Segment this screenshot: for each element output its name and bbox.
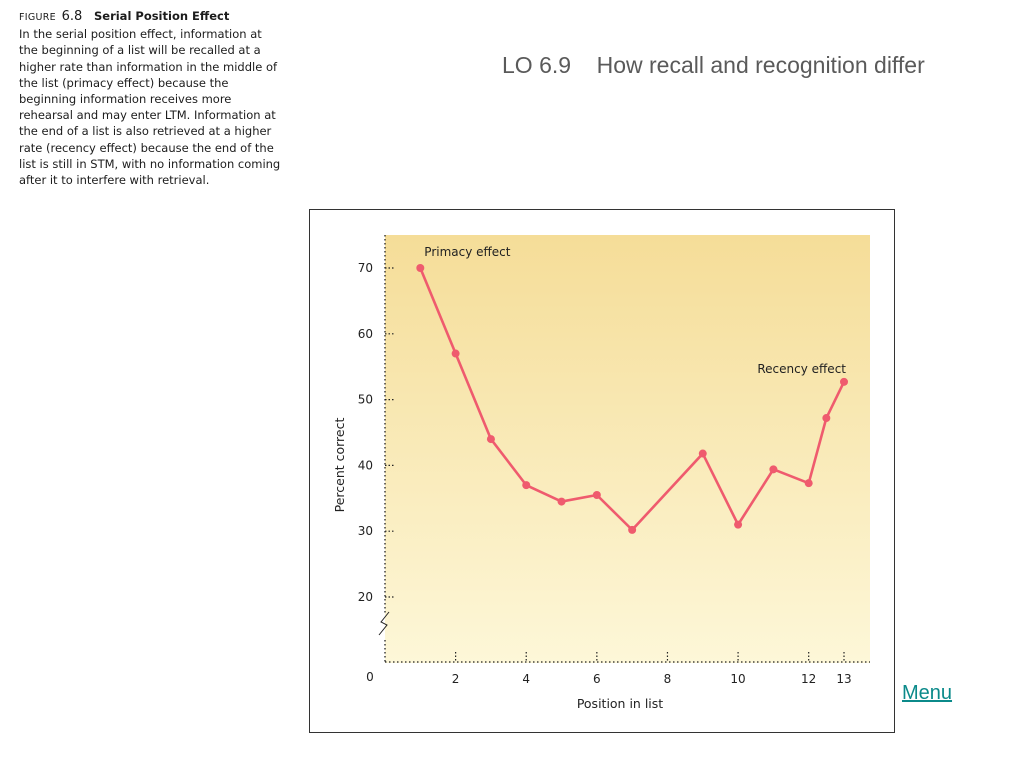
figure-number: 6.8 bbox=[61, 9, 83, 24]
y-tick-label: 20 bbox=[358, 590, 373, 604]
x-origin-label: 0 bbox=[366, 670, 374, 684]
menu-link[interactable]: Menu bbox=[902, 682, 953, 704]
y-tick-label: 70 bbox=[358, 261, 373, 275]
slide-title: LO 6.9 How recall and recognition differ bbox=[502, 52, 925, 78]
y-tick-label: 30 bbox=[358, 524, 373, 538]
data-point bbox=[769, 465, 778, 474]
x-tick-label: 12 bbox=[801, 672, 816, 686]
figure-title: Serial Position Effect bbox=[93, 9, 230, 23]
x-tick-label: 8 bbox=[664, 672, 672, 686]
axis-labels: Position in list Percent correct bbox=[332, 418, 663, 711]
x-tick-label: 10 bbox=[730, 672, 745, 686]
figure-frame: 20 30 40 50 60 70 2 4 6 8 10 12 13 0 Primacy effect Re… bbox=[309, 209, 895, 733]
figure-caption-body: In the serial position effect, informati… bbox=[19, 27, 281, 188]
axes bbox=[378, 235, 870, 663]
data-point bbox=[822, 414, 831, 423]
figure-caption: FIGURE 6.8 Serial Position Effect In the… bbox=[19, 8, 281, 188]
recency-effect-label: Recency effect bbox=[757, 362, 846, 376]
x-tick-label: 6 bbox=[593, 672, 601, 686]
y-axis-label: Percent correct bbox=[332, 418, 347, 513]
tick-labels: 20 30 40 50 60 70 2 4 6 8 10 12 13 0 bbox=[358, 261, 852, 686]
data-point bbox=[804, 479, 813, 488]
y-tick-label: 50 bbox=[358, 393, 373, 407]
y-tick-label: 60 bbox=[358, 327, 373, 341]
data-point bbox=[486, 435, 495, 444]
axis-break-mark bbox=[378, 611, 390, 636]
annotations: Primacy effect Recency effect bbox=[424, 245, 846, 376]
x-tick-label: 4 bbox=[522, 672, 530, 686]
x-tick-label: 2 bbox=[452, 672, 460, 686]
x-axis-label: Position in list bbox=[577, 696, 663, 711]
data-point bbox=[628, 525, 637, 534]
data-point bbox=[451, 349, 460, 358]
x-tick-label: 13 bbox=[836, 672, 851, 686]
data-point bbox=[522, 481, 531, 490]
primacy-effect-label: Primacy effect bbox=[424, 245, 510, 259]
y-tick-label: 40 bbox=[358, 458, 373, 472]
data-point bbox=[557, 497, 566, 506]
plot-background bbox=[385, 235, 870, 663]
data-point bbox=[416, 264, 425, 272]
data-point bbox=[698, 449, 707, 458]
data-point bbox=[734, 520, 743, 529]
serial-position-chart: 20 30 40 50 60 70 2 4 6 8 10 12 13 0 Primacy effect Re… bbox=[332, 235, 870, 711]
series-line bbox=[416, 264, 848, 534]
data-point bbox=[592, 491, 601, 500]
figure-label: FIGURE bbox=[19, 12, 56, 23]
data-point bbox=[840, 377, 848, 386]
